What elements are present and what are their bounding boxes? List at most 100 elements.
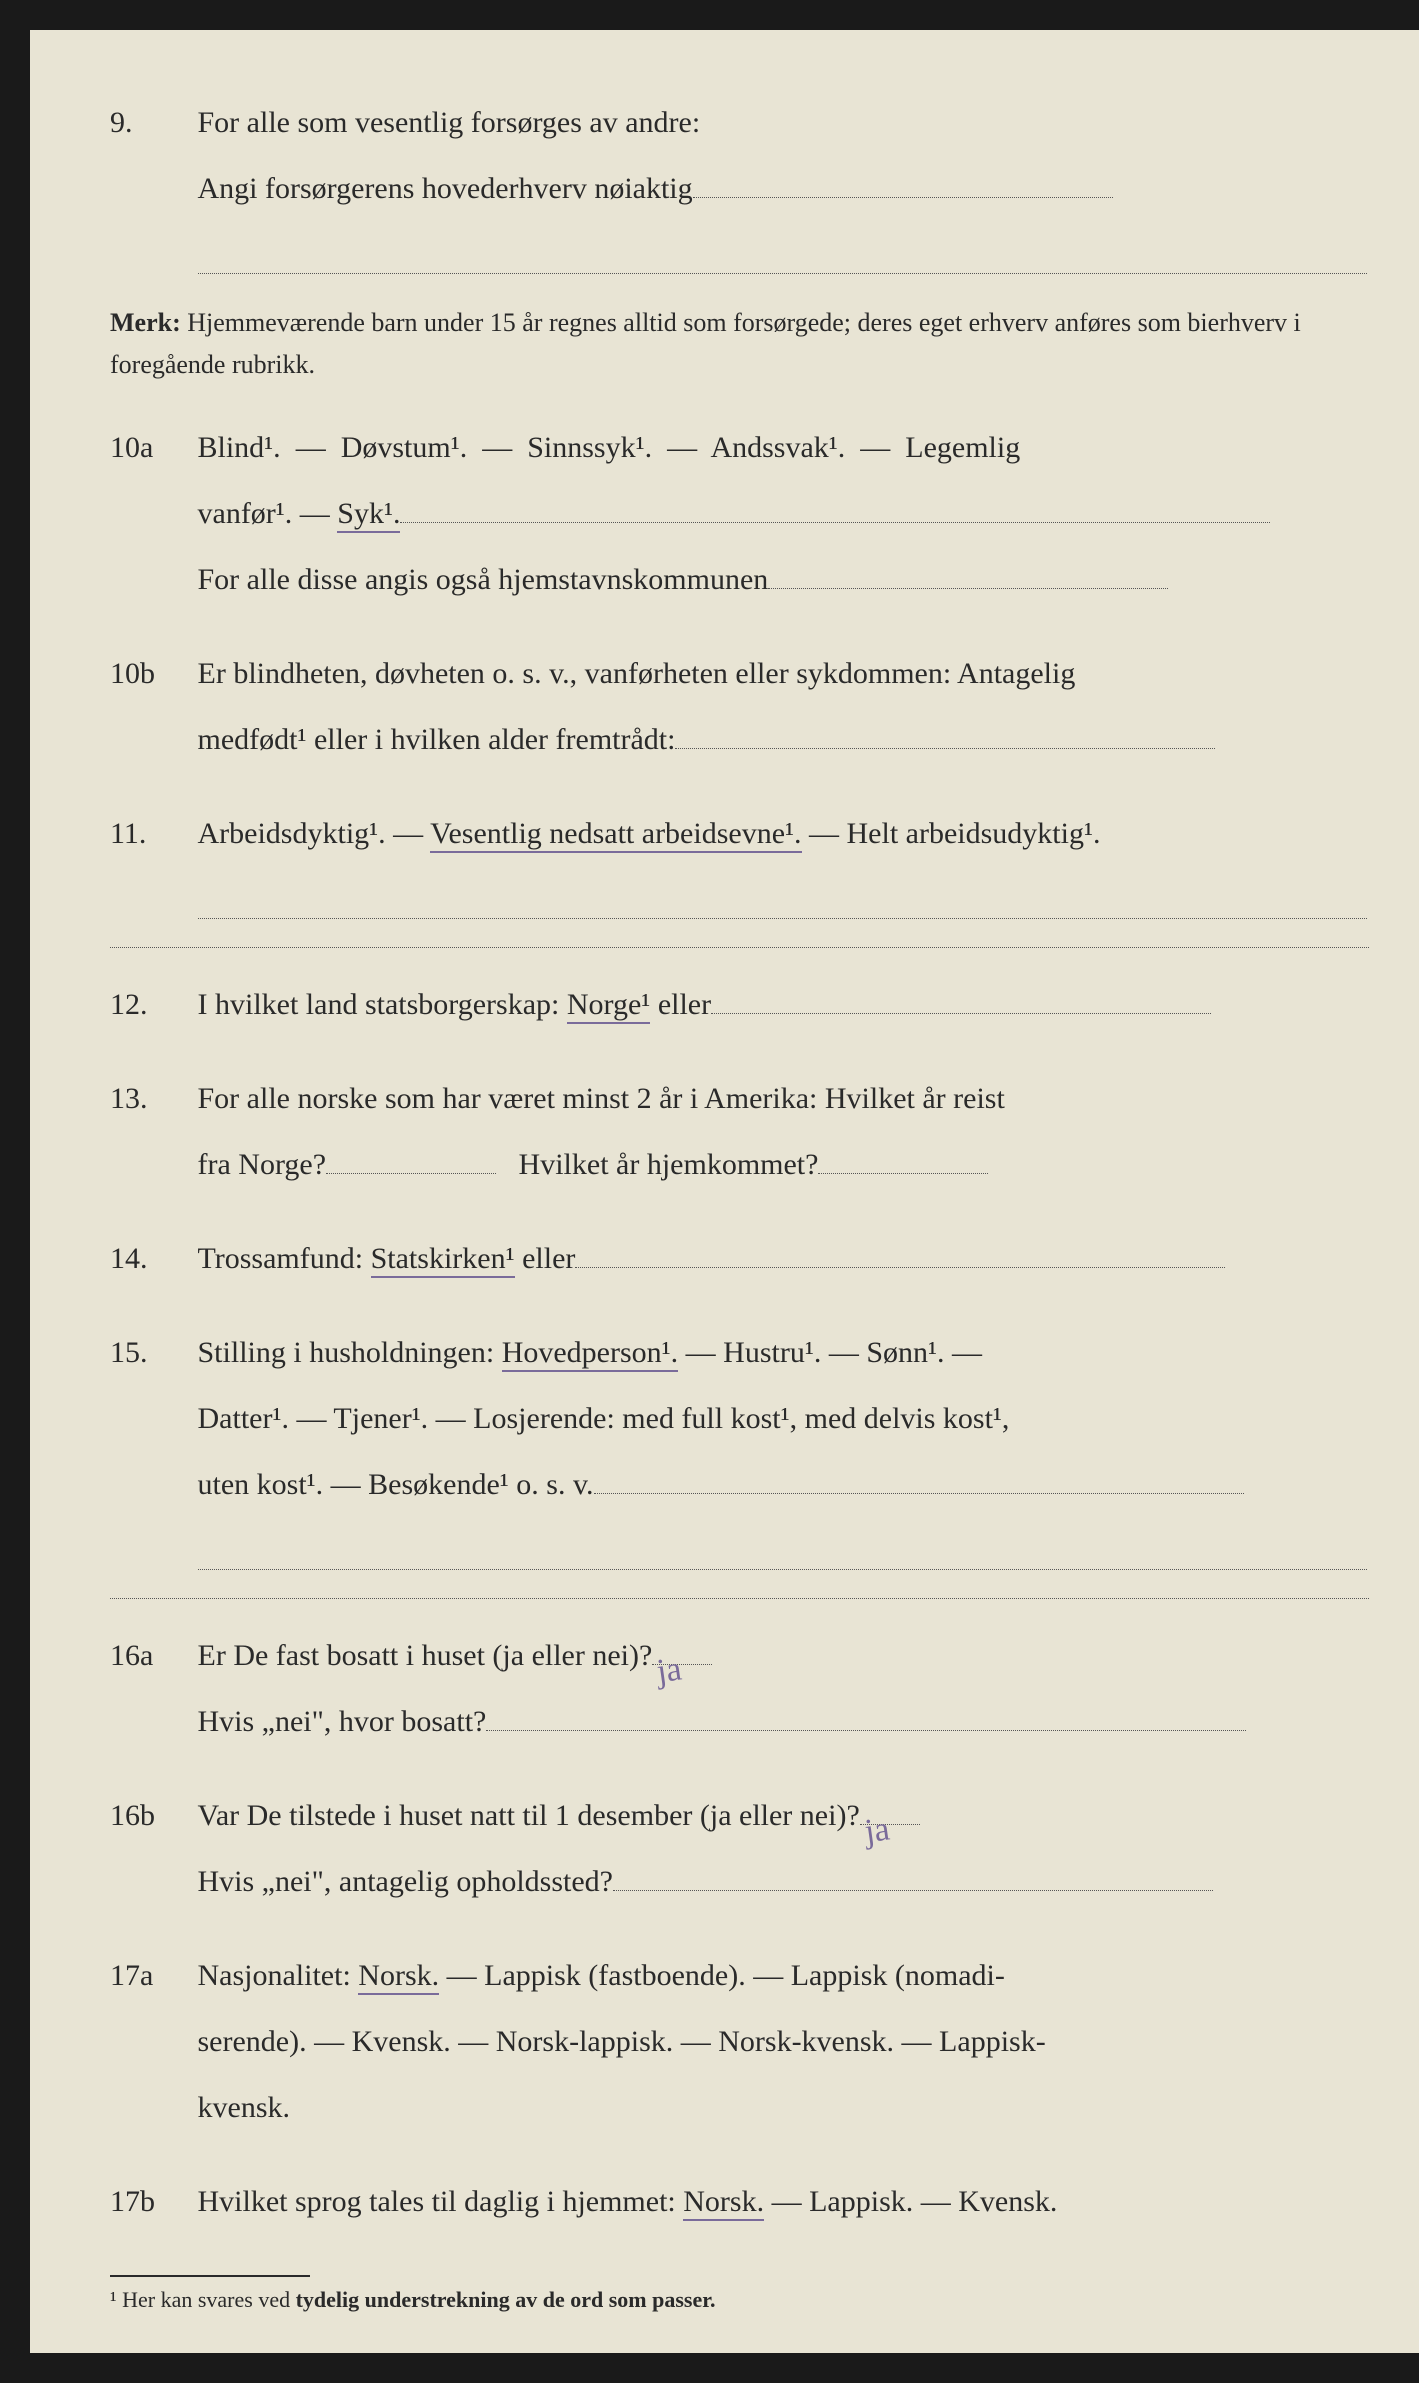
q17a-number: 17a bbox=[110, 1943, 190, 2009]
merk-label: Merk: bbox=[110, 308, 181, 337]
q16b-number: 16b bbox=[110, 1783, 190, 1849]
q15-line1c: — Hustru¹. — Sønn¹. — bbox=[678, 1336, 982, 1369]
q10b-line1: Er blindheten, døvheten o. s. v., vanfør… bbox=[198, 657, 1076, 690]
fill-line bbox=[594, 1493, 1244, 1494]
q14-text-a: Trossamfund: bbox=[198, 1242, 371, 1275]
q11-opt1: Arbeidsdyktig¹. bbox=[198, 817, 386, 850]
q10a-number: 10a bbox=[110, 415, 190, 481]
section-divider bbox=[110, 947, 1369, 948]
footnote-marker: ¹ bbox=[110, 2287, 117, 2312]
question-9: 9. For alle som vesentlig forsørges av a… bbox=[110, 90, 1369, 274]
q15-line1a: Stilling i husholdningen: bbox=[198, 1336, 502, 1369]
q16b-content: Var De tilstede i huset natt til 1 desem… bbox=[198, 1783, 1367, 1915]
fill-line: ja bbox=[860, 1824, 920, 1825]
section-divider bbox=[110, 1598, 1369, 1599]
q13-line1: For alle norske som har været minst 2 år… bbox=[198, 1082, 1005, 1115]
q17b-text-a: Hvilket sprog tales til daglig i hjemmet… bbox=[198, 2185, 684, 2218]
q11-opt3: Helt arbeidsudyktig¹. bbox=[847, 817, 1101, 850]
q17a-content: Nasjonalitet: Norsk. — Lappisk (fastboen… bbox=[198, 1943, 1367, 2141]
q11-content: Arbeidsdyktig¹. — Vesentlig nedsatt arbe… bbox=[198, 801, 1367, 919]
footnote-bold: tydelig understrekning av de ord som pas… bbox=[296, 2287, 716, 2312]
question-17b: 17b Hvilket sprog tales til daglig i hje… bbox=[110, 2169, 1369, 2235]
q10a-line3: For alle disse angis også hjemstavnskomm… bbox=[198, 563, 769, 596]
fill-line bbox=[711, 1013, 1211, 1014]
question-12: 12. I hvilket land statsborgerskap: Norg… bbox=[110, 972, 1369, 1038]
q15-line3: uten kost¹. — Besøkende¹ o. s. v. bbox=[198, 1468, 594, 1501]
q16b-line1: Var De tilstede i huset natt til 1 desem… bbox=[198, 1799, 860, 1832]
footnote: ¹ Her kan svares ved tydelig understrekn… bbox=[110, 2287, 1369, 2313]
merk-note: Merk: Hjemmeværende barn under 15 år reg… bbox=[110, 302, 1369, 385]
q10a-content: Blind¹. — Døvstum¹. — Sinnssyk¹. — Andss… bbox=[198, 415, 1367, 613]
question-16a: 16a Er De fast bosatt i huset (ja eller … bbox=[110, 1623, 1369, 1755]
q16a-content: Er De fast bosatt i huset (ja eller nei)… bbox=[198, 1623, 1367, 1755]
fill-line bbox=[575, 1267, 1225, 1268]
q10a-opt: Legemlig bbox=[905, 431, 1020, 464]
q9-number: 9. bbox=[110, 90, 190, 156]
q17b-number: 17b bbox=[110, 2169, 190, 2235]
q10a-opt: Blind¹. bbox=[198, 431, 281, 464]
q16a-number: 16a bbox=[110, 1623, 190, 1689]
fill-line bbox=[768, 588, 1168, 589]
q16a-line2: Hvis „nei", hvor bosatt? bbox=[198, 1705, 487, 1738]
q10a-line2a: vanfør¹. — bbox=[198, 497, 338, 530]
question-15: 15. Stilling i husholdningen: Hovedperso… bbox=[110, 1320, 1369, 1570]
q15-content: Stilling i husholdningen: Hovedperson¹. … bbox=[198, 1320, 1367, 1570]
q10a-opt: Døvstum¹. bbox=[341, 431, 468, 464]
fill-line: ja bbox=[652, 1664, 712, 1665]
q17a-line3: kvensk. bbox=[198, 2091, 291, 2124]
q14-text-c: eller bbox=[515, 1242, 576, 1275]
fill-line bbox=[326, 1173, 496, 1174]
footnote-rule bbox=[110, 2275, 310, 2277]
q12-text-a: I hvilket land statsborgerskap: bbox=[198, 988, 567, 1021]
q13-line2b: Hvilket år hjemkommet? bbox=[519, 1148, 819, 1181]
q17a-text-c: — Lappisk (fastboende). — Lappisk (nomad… bbox=[439, 1959, 1005, 1992]
question-14: 14. Trossamfund: Statskirken¹ eller bbox=[110, 1226, 1369, 1292]
q11-number: 11. bbox=[110, 801, 190, 867]
q10a-opt: Andssvak¹. bbox=[710, 431, 845, 464]
q10b-content: Er blindheten, døvheten o. s. v., vanfør… bbox=[198, 641, 1367, 773]
census-form-page: 9. For alle som vesentlig forsørges av a… bbox=[30, 30, 1419, 2353]
fill-line bbox=[693, 197, 1113, 198]
q17b-norsk-underlined: Norsk. bbox=[683, 2185, 764, 2221]
q12-number: 12. bbox=[110, 972, 190, 1038]
q14-statskirken-underlined: Statskirken¹ bbox=[371, 1242, 515, 1278]
q17b-content: Hvilket sprog tales til daglig i hjemmet… bbox=[198, 2169, 1367, 2235]
q11-opt2-underlined: Vesentlig nedsatt arbeidsevne¹. bbox=[430, 817, 801, 853]
fill-line bbox=[198, 226, 1367, 274]
q17b-text-c: — Lappisk. — Kvensk. bbox=[764, 2185, 1057, 2218]
q16b-line2: Hvis „nei", antagelig opholdssted? bbox=[198, 1865, 614, 1898]
q15-line2: Datter¹. — Tjener¹. — Losjerende: med fu… bbox=[198, 1402, 1010, 1435]
q10a-opt: Sinnssyk¹. bbox=[527, 431, 652, 464]
q13-content: For alle norske som har været minst 2 år… bbox=[198, 1066, 1367, 1198]
q16b-answer: ja bbox=[860, 1793, 895, 1870]
fill-line bbox=[400, 522, 1270, 523]
q14-content: Trossamfund: Statskirken¹ eller bbox=[198, 1226, 1367, 1292]
q10a-syk-underlined: Syk¹. bbox=[337, 497, 400, 533]
fill-line bbox=[198, 1522, 1367, 1570]
q17a-text-a: Nasjonalitet: bbox=[198, 1959, 359, 1992]
q14-number: 14. bbox=[110, 1226, 190, 1292]
q9-content: For alle som vesentlig forsørges av andr… bbox=[198, 90, 1367, 274]
q12-content: I hvilket land statsborgerskap: Norge¹ e… bbox=[198, 972, 1367, 1038]
q15-number: 15. bbox=[110, 1320, 190, 1386]
q17a-norsk-underlined: Norsk. bbox=[358, 1959, 439, 1995]
q13-line2a: fra Norge? bbox=[198, 1148, 327, 1181]
q12-text-c: eller bbox=[650, 988, 711, 1021]
q15-hovedperson-underlined: Hovedperson¹. bbox=[502, 1336, 678, 1372]
question-10b: 10b Er blindheten, døvheten o. s. v., va… bbox=[110, 641, 1369, 773]
q16a-line1: Er De fast bosatt i huset (ja eller nei)… bbox=[198, 1639, 653, 1672]
merk-text: Hjemmeværende barn under 15 år regnes al… bbox=[110, 308, 1301, 379]
q13-number: 13. bbox=[110, 1066, 190, 1132]
q10b-line2: medfødt¹ eller i hvilken alder fremtrådt… bbox=[198, 723, 676, 756]
fill-line bbox=[675, 748, 1215, 749]
question-13: 13. For alle norske som har været minst … bbox=[110, 1066, 1369, 1198]
fill-line bbox=[613, 1890, 1213, 1891]
question-11: 11. Arbeidsdyktig¹. — Vesentlig nedsatt … bbox=[110, 801, 1369, 919]
q9-line2: Angi forsørgerens hovederhverv nøiaktig bbox=[198, 172, 693, 205]
q17a-line2: serende). — Kvensk. — Norsk-lappisk. — N… bbox=[198, 2025, 1046, 2058]
question-16b: 16b Var De tilstede i huset natt til 1 d… bbox=[110, 1783, 1369, 1915]
fill-line bbox=[198, 871, 1367, 919]
q10b-number: 10b bbox=[110, 641, 190, 707]
q9-line1: For alle som vesentlig forsørges av andr… bbox=[198, 106, 701, 139]
question-10a: 10a Blind¹. — Døvstum¹. — Sinnssyk¹. — A… bbox=[110, 415, 1369, 613]
